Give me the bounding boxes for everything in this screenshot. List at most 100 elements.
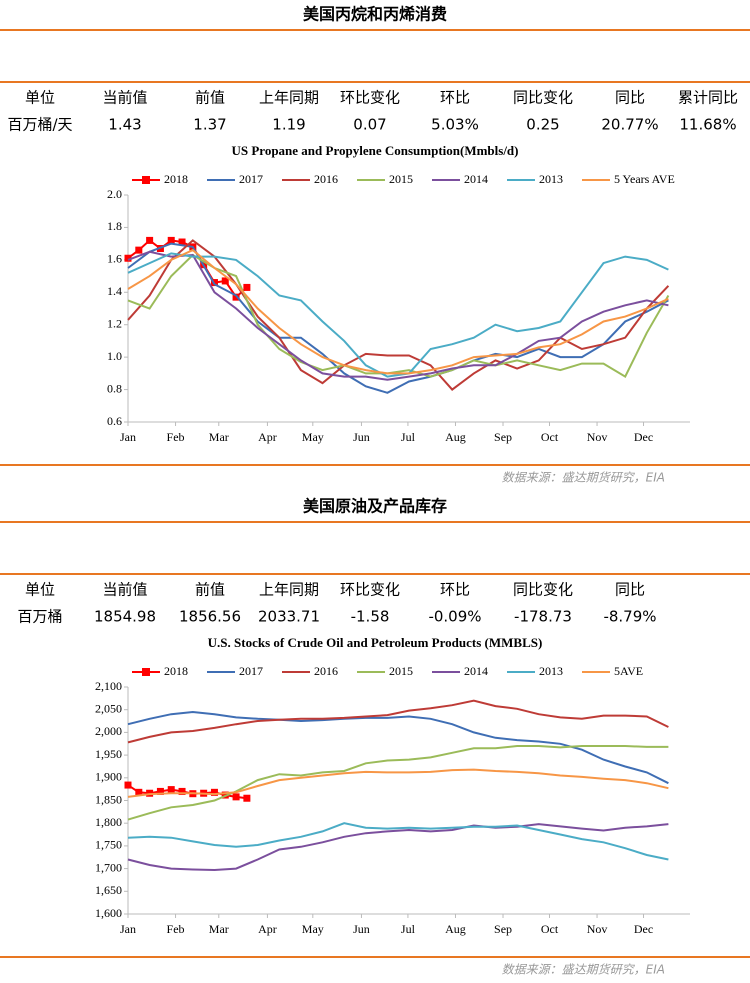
x-tick-label: Dec xyxy=(634,430,653,444)
x-tick-label: May xyxy=(302,922,324,936)
series-line xyxy=(127,250,669,381)
table-cell: 1856.56 xyxy=(179,608,241,626)
section-title: 美国原油及产品库存 xyxy=(303,497,447,516)
x-tick-label: Oct xyxy=(541,430,559,444)
series-line xyxy=(127,823,669,872)
table-cell: 11.68% xyxy=(679,116,736,134)
point-marker xyxy=(178,787,186,795)
table-header: 环比 xyxy=(440,581,470,599)
point-marker xyxy=(178,238,186,246)
point-marker xyxy=(124,254,132,262)
x-tick-label: Jul xyxy=(401,430,416,444)
y-tick-label: 1,750 xyxy=(95,838,122,852)
legend-label: 5 Years AVE xyxy=(614,172,675,186)
series-line xyxy=(127,252,669,378)
table-cell: 1.43 xyxy=(108,116,141,134)
x-tick-label: May xyxy=(302,430,324,444)
y-tick-label: 1,800 xyxy=(95,815,122,829)
y-tick-label: 2,100 xyxy=(95,679,122,693)
point-marker xyxy=(232,293,240,301)
table-cell: 0.07 xyxy=(353,116,386,134)
point-marker xyxy=(135,788,143,796)
series-line xyxy=(127,710,669,785)
point-marker xyxy=(243,283,251,291)
section-title: 美国丙烷和丙烯消费 xyxy=(303,5,447,24)
point-marker xyxy=(135,246,143,254)
x-tick-label: Aug xyxy=(445,922,466,936)
y-tick-label: 1.6 xyxy=(107,252,122,266)
series-line xyxy=(127,242,669,394)
table-header: 当前值 xyxy=(102,581,147,599)
table-cell: 1854.98 xyxy=(94,608,156,626)
x-tick-label: Oct xyxy=(541,922,559,936)
y-tick-label: 2.0 xyxy=(107,187,122,201)
y-tick-label: 1,600 xyxy=(95,906,122,920)
table-cell: 5.03% xyxy=(431,116,479,134)
x-tick-label: Apr xyxy=(258,430,277,444)
legend-label: 2017 xyxy=(239,664,263,678)
series-line xyxy=(127,784,248,800)
y-tick-label: 0.8 xyxy=(107,381,122,395)
x-tick-label: Jan xyxy=(120,922,136,936)
table-header: 上年同期 xyxy=(259,89,319,107)
table-header: 单位 xyxy=(25,581,55,599)
y-tick-label: 1,650 xyxy=(95,883,122,897)
source-note: 数据来源：盛达期货研究，EIA xyxy=(502,963,665,977)
x-tick-label: Jan xyxy=(120,430,136,444)
point-marker xyxy=(156,787,164,795)
legend-marker xyxy=(142,668,150,676)
x-tick-label: Aug xyxy=(445,430,466,444)
table-header: 同比 xyxy=(615,89,645,107)
x-tick-label: Dec xyxy=(634,922,653,936)
legend-label: 2015 xyxy=(389,664,413,678)
x-tick-label: Mar xyxy=(209,922,229,936)
legend-label: 2015 xyxy=(389,172,413,186)
legend-label: 2014 xyxy=(464,664,488,678)
table-cell: 1.37 xyxy=(193,116,226,134)
x-tick-label: Jun xyxy=(353,430,370,444)
legend-label: 2016 xyxy=(314,664,338,678)
chart-title: US Propane and Propylene Consumption(Mmb… xyxy=(231,143,518,158)
table-header: 累计同比 xyxy=(678,89,738,107)
table-cell: 1.19 xyxy=(272,116,305,134)
series-line xyxy=(127,768,669,798)
point-marker xyxy=(167,786,175,794)
legend-label: 2017 xyxy=(239,172,263,186)
table-cell: -8.79% xyxy=(603,608,656,626)
series-line xyxy=(127,248,669,375)
series-line xyxy=(127,745,669,821)
y-tick-label: 1,900 xyxy=(95,770,122,784)
y-tick-label: 2,050 xyxy=(95,701,122,715)
legend-label: 2013 xyxy=(539,172,563,186)
legend-label: 2018 xyxy=(164,172,188,186)
series-line xyxy=(127,239,248,299)
x-tick-label: Mar xyxy=(209,430,229,444)
point-marker xyxy=(146,236,154,244)
x-tick-label: Feb xyxy=(167,430,185,444)
source-note: 数据来源：盛达期货研究，EIA xyxy=(502,471,665,485)
x-tick-label: Sep xyxy=(494,922,512,936)
x-tick-label: Nov xyxy=(587,430,608,444)
point-marker xyxy=(221,277,229,285)
legend-label: 2014 xyxy=(464,172,488,186)
y-tick-label: 2,000 xyxy=(95,724,122,738)
table-cell: -178.73 xyxy=(514,608,572,626)
table-header: 上年同期 xyxy=(259,581,319,599)
legend-label: 5AVE xyxy=(614,664,643,678)
point-marker xyxy=(124,781,132,789)
table-header: 同比 xyxy=(615,581,645,599)
point-marker xyxy=(232,793,240,801)
legend-label: 2016 xyxy=(314,172,338,186)
legend-label: 2018 xyxy=(164,664,188,678)
point-marker xyxy=(243,794,251,802)
y-tick-label: 1.8 xyxy=(107,219,122,233)
point-marker xyxy=(210,788,218,796)
x-tick-label: Feb xyxy=(167,922,185,936)
y-tick-label: 1,700 xyxy=(95,860,122,874)
x-tick-label: Nov xyxy=(587,922,608,936)
legend-marker xyxy=(142,176,150,184)
y-tick-label: 1.0 xyxy=(107,349,122,363)
y-tick-label: 1.4 xyxy=(107,284,122,298)
table-header: 同比变化 xyxy=(513,581,573,599)
